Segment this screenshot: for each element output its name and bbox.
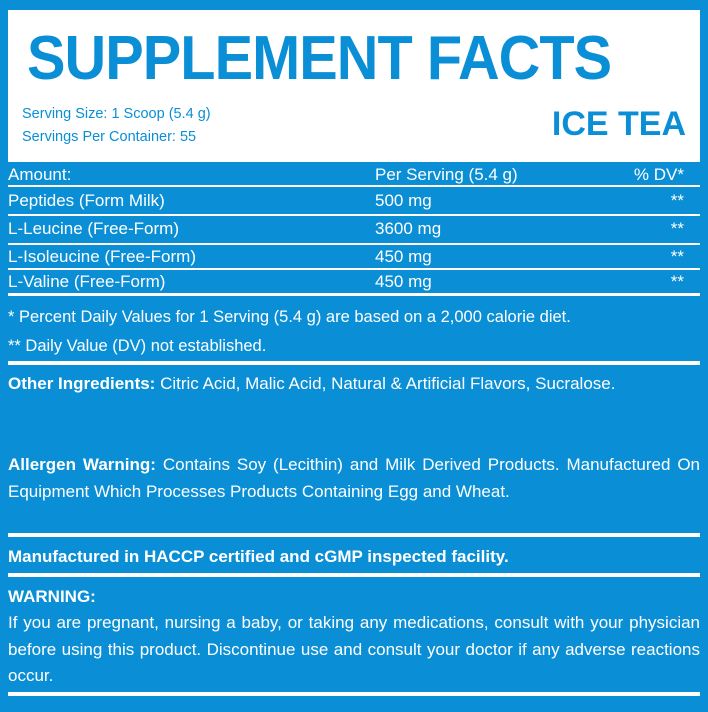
warning-text: If you are pregnant, nursing a baby, or … xyxy=(8,613,700,685)
facility-statement: Manufactured in HACCP certified and cGMP… xyxy=(8,547,509,566)
serving-size: Serving Size: 1 Scoop (5.4 g) xyxy=(22,106,211,122)
footnote-dv-not-established: ** Daily Value (DV) not established. xyxy=(8,337,267,355)
other-ingredients-label: Other Ingredients: xyxy=(8,374,156,393)
header-per-serving: Per Serving (5.4 g) xyxy=(375,165,518,184)
divider xyxy=(8,361,700,365)
warning-label: WARNING: xyxy=(8,587,96,606)
ingredient-dv: ** xyxy=(670,247,684,266)
ingredient-name: L-Isoleucine (Free-Form) xyxy=(8,247,196,266)
ingredient-dv: ** xyxy=(670,219,684,238)
other-ingredients-text: Citric Acid, Malic Acid, Natural & Artif… xyxy=(155,374,616,393)
footnote-percent-dv: * Percent Daily Values for 1 Serving (5.… xyxy=(8,308,571,326)
header-amount: Amount: xyxy=(8,165,72,184)
allergen-warning: Allergen Warning: Contains Soy (Lecithin… xyxy=(8,452,700,505)
ingredient-amount: 450 mg xyxy=(375,272,432,291)
servings-per-container: Servings Per Container: 55 xyxy=(22,129,197,145)
ingredient-dv: ** xyxy=(670,272,684,291)
divider xyxy=(8,533,700,537)
header-dv: % DV* xyxy=(633,165,684,184)
header-panel xyxy=(8,10,700,162)
ingredient-name: L-Leucine (Free-Form) xyxy=(8,219,179,238)
table-row: L-Valine (Free-Form) 450 mg ** xyxy=(8,272,684,292)
divider xyxy=(8,573,700,577)
divider xyxy=(8,268,700,270)
table-row: L-Isoleucine (Free-Form) 450 mg ** xyxy=(8,247,684,267)
allergen-text: Contains Soy (Lecithin) and Milk Derived… xyxy=(8,455,700,501)
table-row: Peptides (Form Milk) 500 mg ** xyxy=(8,191,684,211)
divider xyxy=(8,243,700,245)
divider xyxy=(8,214,700,216)
ingredient-amount: 450 mg xyxy=(375,247,432,266)
divider xyxy=(8,293,700,296)
flavor-name: ICE TEA xyxy=(551,105,686,143)
table-header: Amount: Per Serving (5.4 g) % DV* xyxy=(8,165,684,185)
allergen-label: Allergen Warning: xyxy=(8,455,156,474)
ingredient-amount: 3600 mg xyxy=(375,219,442,238)
table-row: L-Leucine (Free-Form) 3600 mg ** xyxy=(8,219,684,239)
divider xyxy=(8,185,700,187)
ingredient-name: L-Valine (Free-Form) xyxy=(8,272,166,291)
other-ingredients: Other Ingredients: Citric Acid, Malic Ac… xyxy=(8,371,700,398)
footnotes: * Percent Daily Values for 1 Serving (5.… xyxy=(8,303,700,361)
ingredient-name: Peptides (Form Milk) xyxy=(8,191,165,210)
ingredient-dv: ** xyxy=(670,191,684,210)
ingredient-amount: 500 mg xyxy=(375,191,432,210)
page-title: SUPPLEMENT FACTS xyxy=(27,24,612,93)
divider xyxy=(8,692,700,696)
